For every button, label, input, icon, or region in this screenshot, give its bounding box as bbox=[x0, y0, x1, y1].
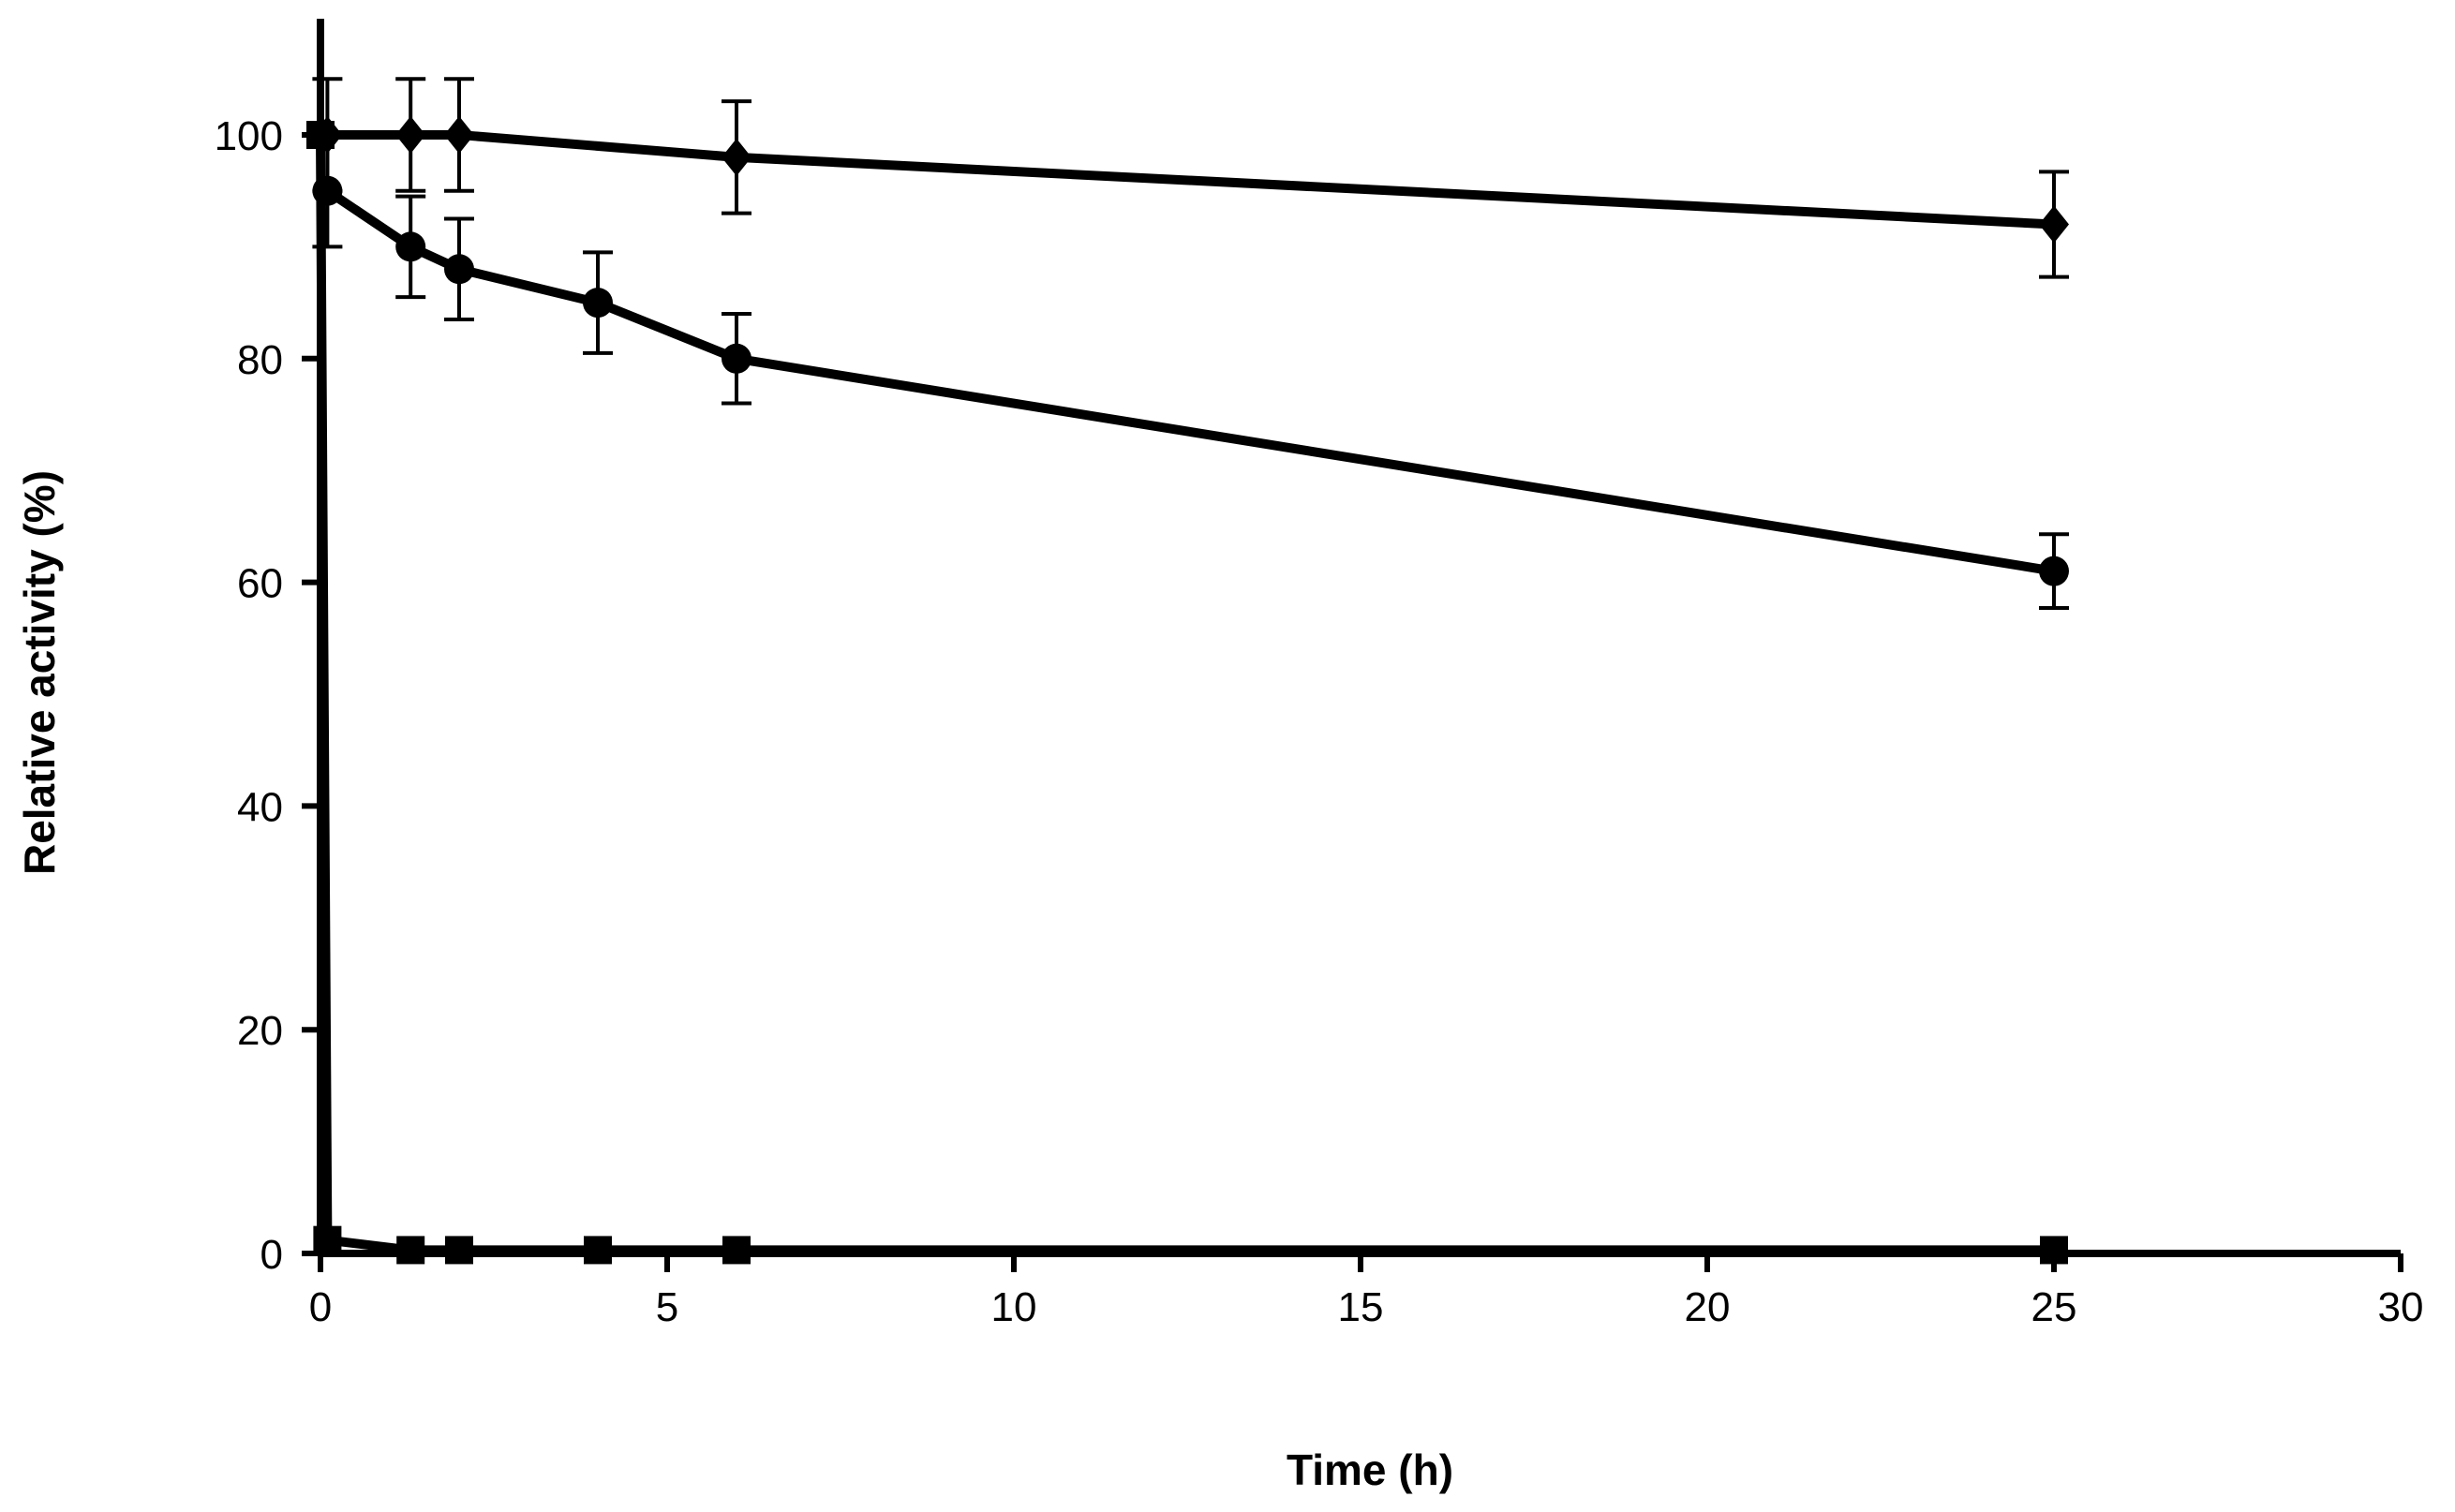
data-point-square bbox=[313, 1225, 342, 1254]
data-point-circle bbox=[722, 343, 751, 374]
y-axis-title: Relative activity (%) bbox=[15, 470, 64, 875]
data-point-square bbox=[306, 121, 335, 149]
data-point-square bbox=[396, 1236, 425, 1265]
x-tick-label: 30 bbox=[2378, 1284, 2424, 1330]
series-line-circle bbox=[324, 186, 2055, 576]
y-tick-label: 60 bbox=[237, 561, 283, 607]
data-point-diamond bbox=[395, 116, 426, 154]
data-point-circle bbox=[583, 288, 613, 319]
data-point-square bbox=[584, 1236, 612, 1265]
data-point-diamond bbox=[2039, 205, 2069, 244]
data-point-square bbox=[445, 1236, 473, 1265]
data-point-square bbox=[722, 1236, 751, 1265]
y-tick-label: 20 bbox=[237, 1008, 283, 1054]
data-point-circle bbox=[444, 254, 474, 285]
x-tick-label: 5 bbox=[656, 1284, 678, 1330]
data-point-diamond bbox=[722, 138, 751, 176]
y-tick-label: 100 bbox=[215, 113, 283, 159]
data-point-circle bbox=[395, 231, 426, 262]
x-tick-label: 20 bbox=[1685, 1284, 1731, 1330]
data-point-circle bbox=[2039, 556, 2069, 586]
x-tick-label: 10 bbox=[991, 1284, 1037, 1330]
series-line-diamond bbox=[327, 130, 2055, 230]
y-tick-label: 80 bbox=[237, 337, 283, 383]
data-point-square bbox=[2040, 1236, 2068, 1265]
x-tick-label: 0 bbox=[309, 1284, 332, 1330]
plot-area: 0 5 10 15 20 25 30 0 20 40 60 80 100 bbox=[215, 19, 2424, 1330]
x-tick-label: 15 bbox=[1338, 1284, 1384, 1330]
data-point-diamond bbox=[444, 116, 474, 154]
x-axis-title: Time (h) bbox=[1287, 1445, 1453, 1494]
x-tick-label: 25 bbox=[2031, 1284, 2077, 1330]
y-tick-label: 0 bbox=[260, 1232, 283, 1278]
y-tick-label: 40 bbox=[237, 784, 283, 830]
